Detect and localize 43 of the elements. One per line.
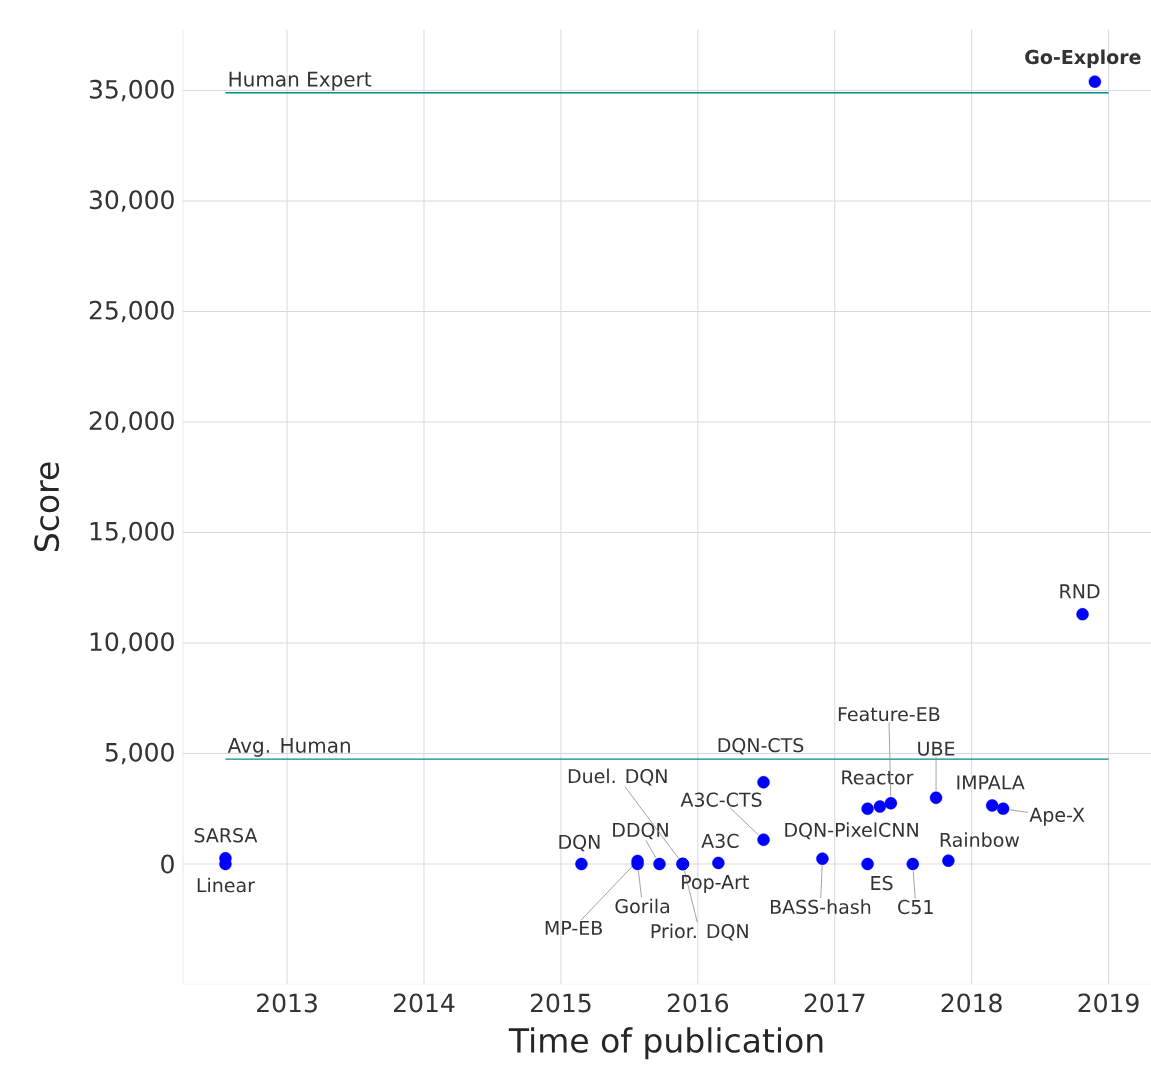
annotation: Reactor: [842, 770, 914, 785]
annotation: DQN-CTS: [718, 737, 804, 755]
x-tick-label: 2019: [1078, 993, 1139, 1013]
annotation: Gorila: [615, 898, 670, 914]
x-tick-label: 2014: [394, 993, 455, 1013]
annotation: Ape-X: [1029, 807, 1085, 826]
y-tick-label: 15,000: [90, 521, 174, 544]
annotation: Linear: [197, 877, 255, 893]
annotation: BASS-hash: [770, 899, 871, 915]
annotation: UBE: [918, 741, 955, 756]
annotation: A3C-CTS: [680, 792, 762, 807]
annotation: DQN: [559, 834, 600, 852]
annotation: SARSA: [194, 828, 258, 843]
x-tick-label: 2015: [530, 993, 591, 1013]
x-tick-label: 2016: [667, 993, 729, 1013]
x-tick-label: 2018: [941, 993, 1002, 1013]
annotation: Pop-Art: [682, 875, 749, 893]
x-tick-label: 2013: [257, 993, 317, 1013]
annotation: Duel. DQN: [568, 768, 667, 786]
y-axis-title: Score: [34, 462, 60, 552]
y-tick-label: 5,000: [105, 742, 174, 765]
annotation: Go-Explore: [1025, 49, 1141, 68]
y-tick-label: 20,000: [89, 411, 174, 433]
annotation: DQN-PixelCNN: [785, 822, 918, 840]
annotation: IMPALA: [957, 775, 1025, 790]
annotation: MP-EB: [545, 920, 602, 935]
series-label: Human Expert: [229, 71, 372, 91]
annotation: A3C: [701, 833, 739, 849]
x-axis-title: Time of publication: [508, 1027, 823, 1060]
annotation: Rainbow: [940, 832, 1020, 848]
annotation: RND: [1060, 584, 1100, 599]
x-tick-label: 2017: [804, 993, 865, 1013]
y-tick-label: 25,000: [89, 300, 174, 323]
annotation: ES: [871, 875, 893, 891]
series-label: Avg. Human: [227, 738, 350, 757]
y-tick-label: 0: [161, 854, 174, 874]
annotation: C51: [898, 899, 933, 915]
annotation: Feature-EB: [838, 707, 940, 722]
annotation: Prior. DQN: [651, 923, 748, 941]
y-tick-label: 10,000: [90, 632, 174, 654]
y-tick-label: 30,000: [89, 190, 174, 212]
annotation: DDQN: [613, 822, 668, 840]
y-tick-label: 35,000: [89, 79, 174, 102]
